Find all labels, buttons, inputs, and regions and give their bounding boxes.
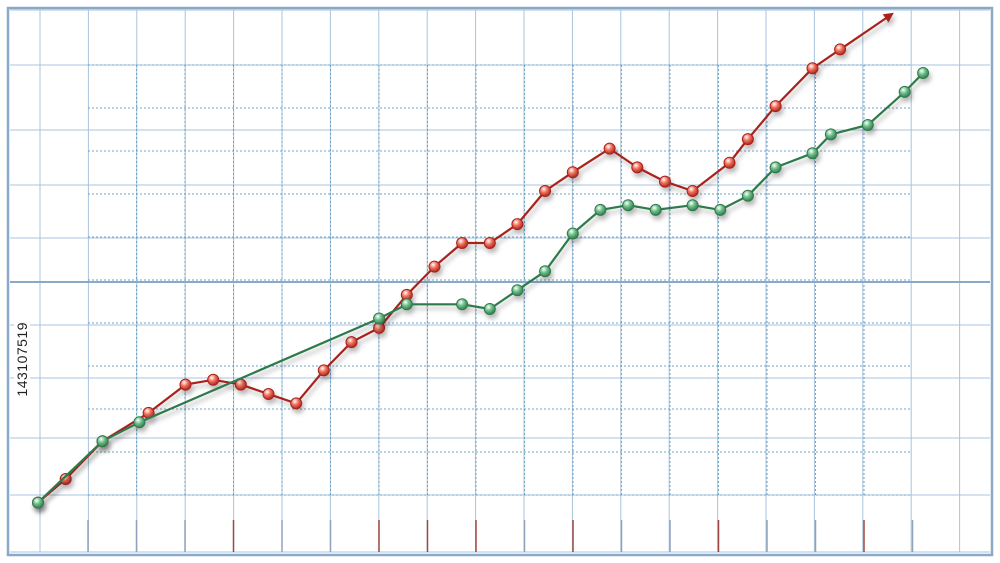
data-point-red	[428, 260, 441, 273]
series-line-red	[37, 48, 841, 504]
data-point-green	[769, 161, 782, 174]
data-point-green	[32, 496, 44, 509]
data-point-red	[686, 185, 699, 197]
data-point-green	[400, 298, 413, 311]
data-point-red	[539, 185, 552, 197]
data-point-green	[741, 189, 754, 202]
data-point-green	[456, 298, 469, 311]
data-point-green	[824, 128, 837, 141]
series-green	[32, 67, 930, 509]
data-point-red	[806, 62, 819, 75]
data-point-green	[806, 147, 819, 160]
data-point-red	[723, 156, 736, 169]
data-point-red	[290, 397, 303, 410]
data-point-green	[649, 203, 662, 216]
data-point-green	[898, 85, 911, 98]
data-point-red	[345, 336, 358, 349]
data-point-red	[483, 237, 496, 249]
data-point-red	[179, 378, 192, 391]
series-red	[32, 12, 894, 509]
data-point-red	[511, 218, 524, 231]
data-point-green	[714, 203, 727, 216]
data-point-green	[622, 199, 635, 212]
data-point-green	[861, 119, 874, 131]
data-point-green	[594, 203, 607, 216]
bottom-ticks	[87, 520, 914, 552]
data-point-green	[566, 227, 579, 240]
data-point-red	[769, 100, 782, 113]
data-point-red	[659, 175, 671, 188]
data-point-red	[603, 142, 616, 155]
data-point-red	[317, 364, 330, 377]
data-point-green	[686, 199, 699, 212]
data-point-red	[207, 373, 220, 386]
stock-id-watermark: 143107519	[14, 322, 30, 397]
series-line-green	[37, 72, 924, 504]
data-point-green	[133, 416, 146, 429]
data-point-red	[834, 43, 847, 56]
data-point-green	[96, 435, 109, 448]
data-point-green	[373, 312, 386, 325]
data-point-red	[262, 388, 275, 400]
grid	[10, 9, 990, 553]
data-point-red	[631, 161, 644, 174]
data-point-green	[917, 67, 930, 79]
data-point-green	[539, 265, 552, 278]
data-point-red	[566, 166, 579, 179]
data-point-red	[59, 473, 72, 485]
series-arrow-red	[839, 12, 894, 51]
data-point-green	[483, 303, 496, 315]
data-point-green	[511, 284, 524, 297]
data-point-red	[456, 237, 469, 249]
data-point-red	[741, 133, 754, 146]
